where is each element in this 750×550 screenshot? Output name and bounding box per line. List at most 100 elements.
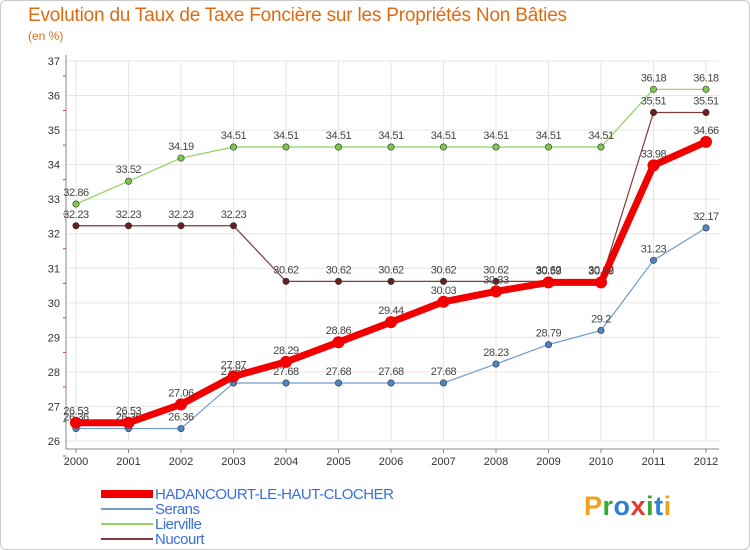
data-point (385, 316, 397, 329)
data-point (649, 256, 657, 264)
data-label: 34.51 (326, 130, 352, 142)
y-tick-label: 35 (48, 125, 60, 137)
y-tick-label: 29 (48, 332, 60, 344)
logo-letter: r (602, 491, 614, 521)
data-label: 32.23 (221, 209, 247, 221)
data-point (647, 159, 660, 172)
legend-swatch (101, 490, 153, 498)
y-tick-label: 37 (48, 56, 60, 68)
data-point (70, 416, 82, 429)
data-label: 26.53 (116, 406, 142, 418)
data-label: 29.2 (591, 313, 611, 325)
series-nucourt: 32.23 32.23 32.23 32.23 30.62 30.62 30.62 30.62… (63, 95, 719, 285)
data-label: 26.53 (63, 406, 89, 418)
data-label: 28.29 (273, 345, 299, 357)
data-point (649, 108, 657, 116)
data-label: 27.87 (221, 359, 247, 371)
x-tick-label: 2000 (64, 456, 88, 468)
data-label: 34.51 (273, 130, 299, 142)
data-point (700, 135, 712, 148)
data-point (175, 398, 187, 411)
data-point (334, 277, 342, 285)
x-tick-label: 2003 (221, 456, 245, 468)
data-label: 34.66 (693, 125, 719, 137)
data-point (72, 200, 80, 208)
series-lierville: 32.86 33.52 34.19 34.51 34.51 34.51 34.51 34.51… (63, 72, 719, 208)
data-label: 28.79 (536, 328, 562, 340)
x-tick-label: 2004 (274, 456, 298, 468)
data-point (387, 143, 395, 151)
legend-label: Serans (155, 501, 200, 518)
data-label: 32.17 (693, 211, 719, 223)
data-label: 26.36 (168, 412, 194, 424)
data-label: 34.51 (536, 130, 562, 142)
data-label: 30.59 (588, 265, 614, 277)
data-label: 31.23 (641, 243, 667, 255)
data-point (282, 277, 290, 285)
x-tick-label: 2011 (642, 456, 666, 468)
data-label: 27.68 (326, 366, 352, 378)
data-label: 32.23 (63, 209, 89, 221)
data-label: 36.18 (693, 72, 719, 84)
data-label: 34.51 (221, 130, 247, 142)
data-point (230, 143, 238, 151)
legend-swatch (101, 523, 153, 525)
legend-swatch (101, 508, 153, 510)
data-label: 35.51 (641, 95, 667, 107)
data-point (282, 143, 290, 151)
data-point (72, 222, 80, 230)
data-label: 29.44 (378, 305, 404, 317)
data-label: 28.86 (326, 325, 352, 337)
y-tick-label: 31 (48, 263, 60, 275)
x-tick-label: 2010 (589, 456, 613, 468)
y-tick-label: 34 (48, 160, 60, 172)
data-label: 32.23 (116, 209, 142, 221)
y-tick-label: 36 (48, 91, 60, 103)
chart-subtitle: (en %) (28, 29, 64, 43)
logo-letter: t (654, 491, 664, 521)
data-point (125, 222, 133, 230)
data-point (439, 277, 447, 285)
x-tick-label: 2007 (431, 456, 455, 468)
x-tick-label: 2001 (116, 456, 140, 468)
data-label: 36.18 (641, 72, 667, 84)
x-tick-label: 2008 (484, 456, 508, 468)
data-label: 30.62 (431, 264, 457, 276)
legend-label: HADANCOURT-LE-HAUT-CLOCHER (155, 486, 394, 503)
data-point (122, 416, 135, 429)
data-point (542, 276, 555, 289)
logo-letter: i (646, 491, 655, 521)
legend-label: Lierville (155, 516, 202, 533)
data-point (177, 154, 185, 162)
data-label: 27.68 (273, 366, 299, 378)
data-point (439, 143, 447, 151)
data-point (702, 85, 710, 93)
data-point (492, 143, 500, 151)
logo-letter: x (630, 491, 647, 521)
data-point (595, 276, 607, 289)
y-tick-label: 32 (48, 229, 60, 241)
data-point (280, 355, 292, 368)
data-label: 34.51 (588, 130, 614, 142)
y-tick-label: 27 (48, 401, 60, 413)
data-point (544, 143, 552, 151)
data-point (230, 222, 238, 230)
legend-label: Nucourt (155, 531, 205, 548)
logo-letter: i (663, 491, 672, 521)
data-label: 30.03 (431, 285, 457, 297)
y-tick-label: 28 (48, 367, 60, 379)
data-point (437, 295, 450, 308)
x-tick-label: 2005 (326, 456, 350, 468)
data-label: 30.62 (273, 264, 299, 276)
x-tick-label: 2012 (694, 456, 718, 468)
data-label: 32.86 (63, 187, 89, 199)
x-tick-label: 2002 (169, 456, 193, 468)
data-label: 30.62 (483, 264, 509, 276)
data-label: 28.23 (483, 347, 509, 359)
data-label: 35.51 (693, 95, 719, 107)
data-label: 30.62 (378, 264, 404, 276)
data-label: 30.33 (483, 274, 509, 286)
data-point (177, 222, 185, 230)
grid (66, 60, 719, 442)
